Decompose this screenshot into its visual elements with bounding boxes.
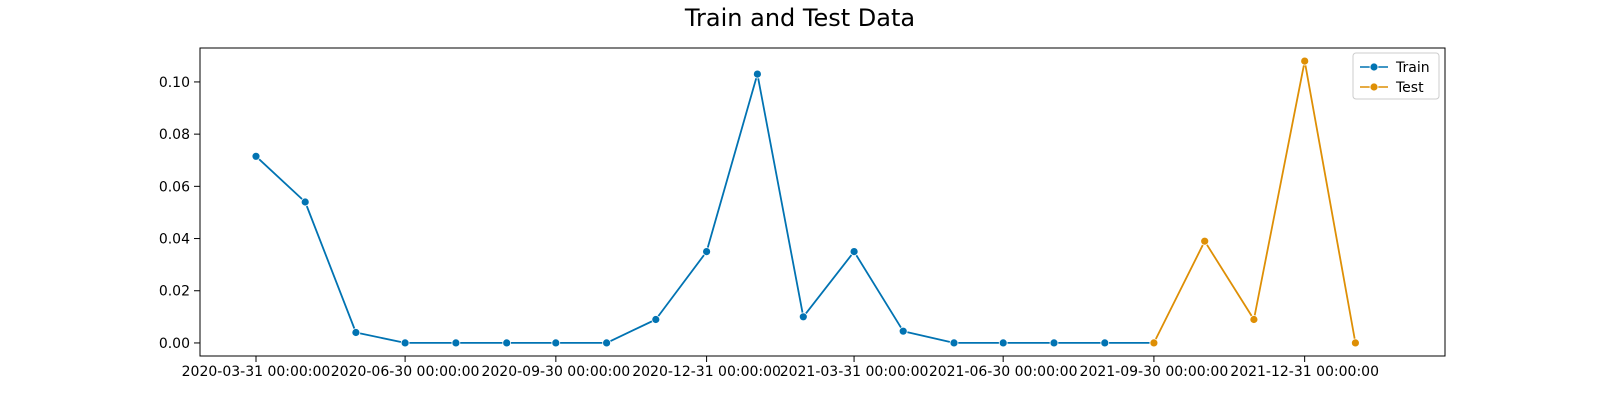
data-point-test [1149, 338, 1159, 348]
data-point-test [1249, 315, 1259, 324]
data-point-train [798, 312, 808, 322]
series-layer [251, 56, 1360, 348]
legend-train-marker [1369, 62, 1379, 72]
y-tick-label: 0.06 [159, 179, 190, 195]
series-line-train [255, 73, 1154, 344]
data-point-train [251, 151, 261, 161]
data-point-train [702, 247, 711, 257]
y-tick-label: 0.04 [159, 232, 190, 248]
y-tick-label: 0.00 [159, 336, 190, 352]
x-axis: 2020-03-31 00:00:00 2020-06-30 00:00:00 20… [182, 356, 1379, 380]
data-point-train [949, 338, 959, 348]
data-point-train [898, 326, 908, 336]
y-tick-label: 0.08 [159, 127, 190, 143]
data-point-train [502, 338, 512, 348]
x-tick-label: 2020-09-30 00:00:00 [481, 364, 630, 380]
series-train [251, 69, 1159, 348]
legend-test-marker [1369, 82, 1379, 92]
x-tick-label: 2020-12-31 00:00:00 [632, 364, 781, 380]
data-point-train [602, 338, 611, 348]
data-point-test [1351, 338, 1360, 348]
y-axis: 0.00 0.02 0.04 0.06 0.08 0.10 [159, 75, 200, 352]
legend: Train Test [1352, 52, 1440, 100]
data-point-train [753, 69, 762, 79]
legend-train-label: Train [1395, 60, 1430, 76]
data-point-train [300, 197, 310, 207]
x-tick-label: 2020-03-31 00:00:00 [182, 364, 331, 380]
data-point-test [1200, 236, 1210, 246]
series-line-test [1153, 60, 1357, 344]
data-point-train [998, 338, 1008, 348]
legend-test-label: Test [1395, 80, 1424, 96]
x-tick-label: 2021-03-31 00:00:00 [780, 364, 929, 380]
x-tick-label: 2021-06-30 00:00:00 [929, 364, 1078, 380]
chart-title: Train and Test Data [684, 4, 915, 32]
x-tick-label: 2021-12-31 00:00:00 [1230, 364, 1379, 380]
data-point-train [551, 338, 561, 348]
data-point-test [1300, 56, 1310, 66]
data-point-train [400, 338, 410, 348]
data-point-train [849, 247, 859, 257]
data-point-train [1100, 338, 1110, 348]
y-tick-label: 0.10 [159, 75, 190, 91]
data-point-train [1049, 338, 1059, 348]
x-tick-label: 2020-06-30 00:00:00 [331, 364, 480, 380]
plot-frame [199, 47, 1446, 357]
x-tick-label: 2021-09-30 00:00:00 [1080, 364, 1229, 380]
data-point-train [451, 338, 461, 348]
data-point-train [651, 315, 661, 324]
series-test [1149, 56, 1360, 348]
y-tick-label: 0.02 [159, 284, 190, 300]
data-point-train [351, 328, 361, 337]
